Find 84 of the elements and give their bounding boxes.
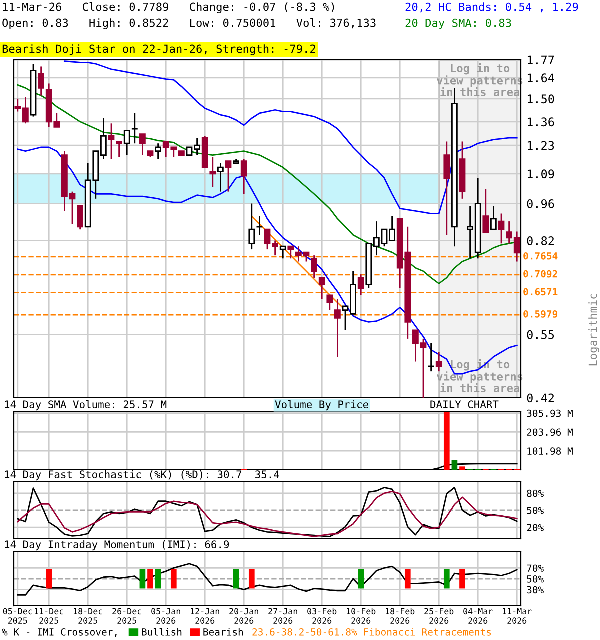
- y-tick-label: 203.96 M: [527, 428, 573, 436]
- candlestick: [318, 277, 326, 300]
- y-tick-label: 1.50: [528, 94, 554, 104]
- candlestick: [155, 142, 162, 160]
- candlestick: [116, 141, 122, 158]
- y-tick-label: 0.96: [527, 200, 554, 208]
- x-tick-label: 03-Feb 2026: [308, 608, 337, 624]
- text: Volume By Price: [275, 400, 368, 411]
- candlestick: [311, 254, 318, 279]
- candlestick: [124, 130, 130, 156]
- bar: [444, 412, 450, 470]
- candlestick: [428, 342, 436, 372]
- x-tick-label: 27-Jan 2026: [268, 608, 298, 624]
- legend-title: % K - IMI Crossover,: [2, 628, 117, 638]
- chart-title: 14 Day SMA Volume: 25.57 M: [5, 400, 167, 411]
- x-tick-label: 18-Dec 2025: [74, 608, 102, 624]
- candlestick: [218, 162, 224, 193]
- y-tick-label: 30%: [527, 586, 544, 594]
- candlestick: [436, 352, 442, 372]
- y-tick-label: 1.23: [528, 141, 554, 150]
- x-tick-label: 04-Mar 2026: [464, 608, 493, 624]
- y-tick-label: 0.82: [527, 236, 554, 246]
- y-axis-title: Logarithmic: [588, 294, 600, 366]
- y-tick-label: 20%: [527, 524, 544, 532]
- candlestick: [108, 122, 115, 160]
- text: Bearish Doji Star on 22-Jan-26, Strength: -79.2: [2, 44, 316, 56]
- y-tick-label: 101.98 M: [528, 448, 573, 455]
- y-tick-label: 50%: [527, 576, 544, 583]
- candlestick: [358, 274, 364, 296]
- candlestick: [77, 206, 84, 230]
- line-series: [17, 563, 518, 596]
- text: 20 Day SMA: 0.83: [406, 18, 512, 30]
- y-tick-label: 1.09: [528, 170, 554, 179]
- candlestick: [490, 206, 497, 230]
- line-series: [17, 463, 518, 470]
- candlestick: [498, 213, 505, 244]
- chart-subtitle: Open: 0.83 High: 0.8522 Low: 0.750001 Vol: 376,133: [2, 18, 376, 30]
- chart-title: 14 Day Fast Stochastic (%K) (%D): 30.7 35.4: [5, 470, 280, 481]
- candlestick: [482, 188, 490, 234]
- candlestick: [131, 112, 139, 144]
- y-tick-label: 1.77: [528, 56, 554, 65]
- candlestick: [225, 160, 232, 193]
- candlestick: [444, 141, 450, 236]
- x-tick-label: 11-Mar 2026: [503, 608, 532, 624]
- x-tick-label: 11-Dec 2025: [35, 608, 64, 624]
- legend-label: Bearish: [204, 628, 243, 636]
- candlestick: [334, 298, 341, 358]
- legend-label: Bullish: [142, 628, 182, 636]
- candlestick: [38, 66, 44, 96]
- text: 20,2 HC Bands: 0.54 , 1.29: [406, 2, 578, 13]
- candlestick: [256, 216, 264, 236]
- candlestick: [210, 156, 216, 188]
- text: 23.6-38.2-50-61.8% Fibonacci Retracements: [252, 628, 492, 636]
- y-tick-label: 305.93 M: [527, 410, 573, 418]
- y-tick-label: 50%: [527, 507, 544, 514]
- x-tick-label: 26-Dec 2025: [112, 608, 142, 624]
- y-tick-label: 1.64: [528, 74, 554, 83]
- text: DAILY CHART: [430, 400, 499, 409]
- y-tick-label: 0.55: [527, 330, 554, 340]
- x-tick-label: 12-Jan 2026: [191, 608, 220, 624]
- x-tick-label: 25-Feb 2026: [424, 608, 454, 624]
- x-tick-label: 20-Jan 2026: [230, 608, 258, 624]
- candlestick: [140, 134, 146, 156]
- ref-line-label: 0.5979: [524, 310, 558, 318]
- bar: [460, 466, 466, 470]
- y-tick-label: 70%: [527, 564, 544, 572]
- ref-line-label: 0.7654: [524, 252, 558, 260]
- chart-title: 14 Day Intraday Momentum (IMI): 66.9: [5, 540, 230, 551]
- bar: [452, 460, 458, 470]
- candlestick: [326, 294, 334, 312]
- y-tick-label: 1.36: [528, 118, 554, 127]
- x-tick-label: 18-Feb 2026: [386, 608, 415, 624]
- x-tick-label: 05-Jan 2026: [152, 608, 180, 624]
- candlestick: [248, 203, 256, 250]
- y-tick-label: 0.42: [527, 394, 554, 403]
- ref-line-label: 0.7092: [524, 270, 558, 278]
- x-tick-label: 10-Feb 2026: [347, 608, 376, 624]
- candlestick: [288, 246, 294, 260]
- y-tick-label: 80%: [527, 490, 544, 498]
- x-tick-label: 05-Dec 2025: [3, 608, 32, 624]
- ref-line-label: 0.6571: [524, 288, 558, 296]
- candlestick: [280, 246, 286, 260]
- chart-title: 11-Mar-26 Close: 0.7789 Change: -0.07 (-8.3 %): [3, 2, 334, 14]
- candlestick: [240, 158, 248, 195]
